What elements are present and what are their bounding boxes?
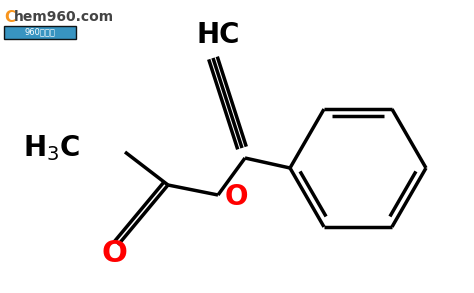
Text: H$_3$C: H$_3$C <box>23 133 80 163</box>
Text: C: C <box>4 10 15 25</box>
Text: 960化工网: 960化工网 <box>25 28 55 37</box>
Text: HC: HC <box>196 21 240 49</box>
Text: O: O <box>224 183 248 211</box>
FancyBboxPatch shape <box>4 26 76 39</box>
Text: O: O <box>101 239 127 268</box>
Text: hem960.com: hem960.com <box>14 10 114 24</box>
